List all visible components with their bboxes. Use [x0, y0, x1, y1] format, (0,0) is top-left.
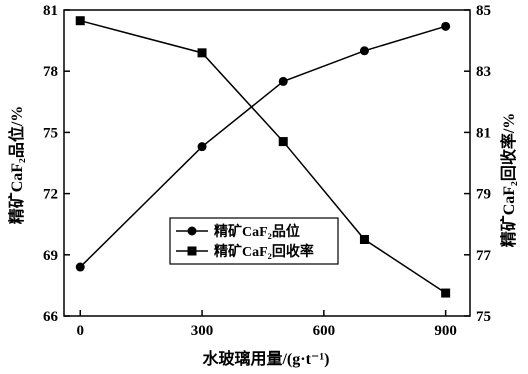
square-point	[278, 137, 288, 147]
right-y-tick-label: 75	[476, 309, 491, 325]
square-point	[75, 16, 85, 26]
x-tick-label: 300	[191, 323, 214, 339]
left-y-tick-label: 66	[43, 309, 59, 325]
series-layer	[75, 16, 451, 298]
series-recovery	[75, 16, 451, 298]
square-point	[197, 48, 207, 58]
x-axis-title: 水玻璃用量/(g·t⁻¹)	[202, 349, 329, 368]
legend-label: 精矿CaF₂回收率	[214, 243, 314, 260]
left-y-tick-label: 75	[43, 125, 58, 141]
circle-point	[75, 262, 85, 272]
square-point	[359, 235, 369, 244]
circle-point	[441, 21, 451, 31]
left-y-tick-label: 81	[43, 3, 58, 19]
axes	[63, 9, 471, 317]
x-tick-label: 0	[76, 323, 84, 339]
right-y-axis-title: 精矿CaF₂回收率/%	[499, 113, 518, 248]
legend-circle-marker	[187, 226, 197, 236]
plot-frame	[63, 9, 471, 317]
left-y-tick-label: 78	[43, 64, 58, 80]
right-y-tick-label: 77	[476, 248, 492, 264]
legend-box	[169, 217, 339, 265]
circle-point	[278, 76, 288, 86]
circle-point	[359, 46, 369, 56]
square-point	[441, 288, 451, 298]
right-y-tick-label: 85	[476, 3, 491, 19]
right-y-tick-label: 83	[476, 64, 491, 80]
x-tick-label: 900	[434, 323, 457, 339]
x-tick-label: 600	[313, 323, 336, 339]
legend-square-marker	[187, 246, 197, 256]
series-grade	[75, 21, 451, 272]
legend-label: 精矿CaF₂品位	[214, 223, 300, 240]
left-y-axis-title: 精矿CaF₂品位/%	[7, 106, 26, 225]
left-y-tick-label: 72	[43, 187, 58, 203]
circle-point	[197, 142, 207, 152]
right-y-tick-label: 81	[476, 125, 491, 141]
left-y-tick-label: 69	[43, 248, 58, 264]
right-y-tick-label: 79	[476, 187, 491, 203]
ticks: 0 300 600 900 66 69 72 75 78 81 75 77 79 81 83 85	[43, 3, 492, 339]
